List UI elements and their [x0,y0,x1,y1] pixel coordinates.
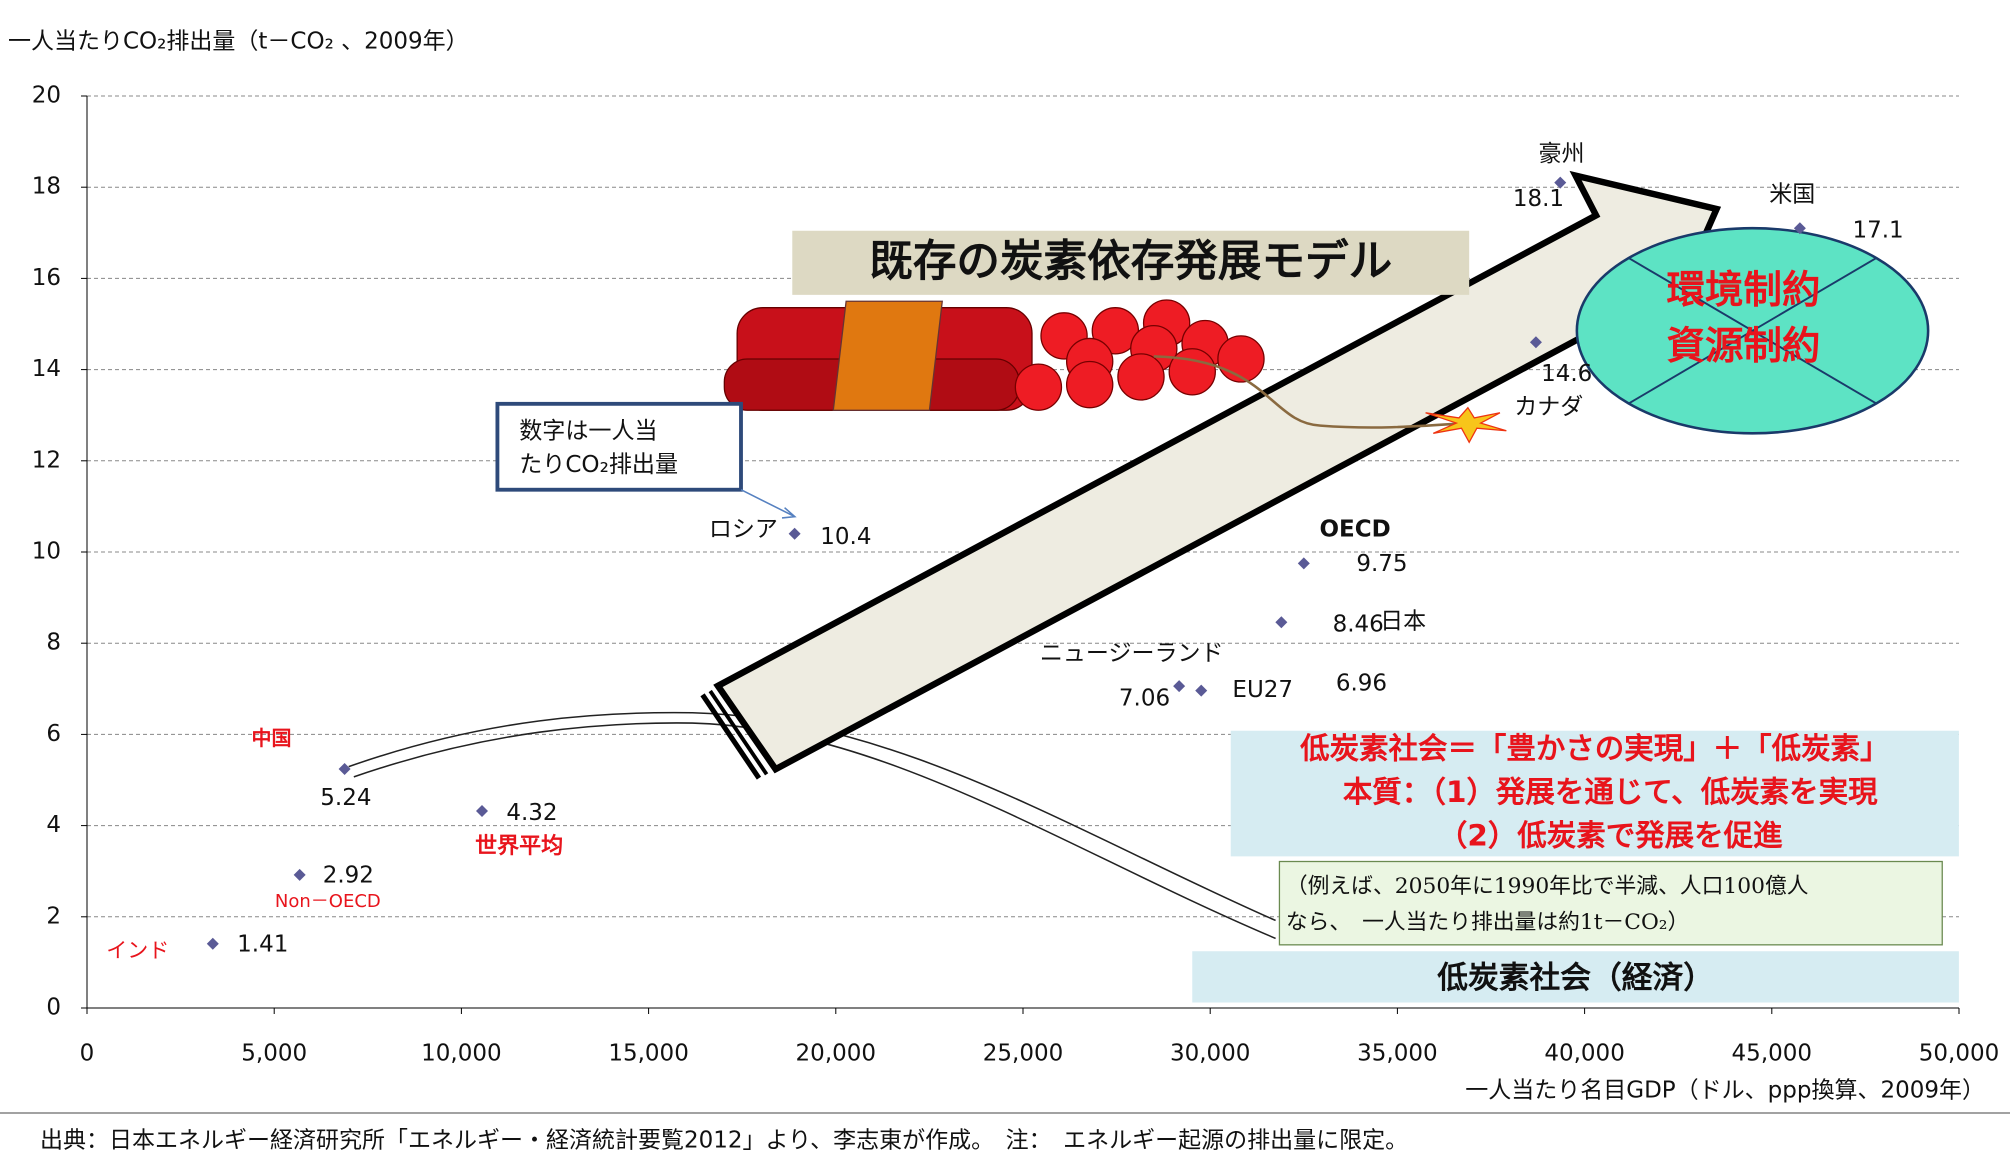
value-label: 10.4 [820,524,871,550]
point-name: 日本 [1380,609,1426,635]
x-tick-label: 40,000 [1544,1041,1624,1067]
point [1275,616,1288,629]
y-tick-label: 8 [46,630,61,656]
point-name: 米国 [1769,181,1815,207]
x-tick-label: 15,000 [608,1041,688,1067]
dynamite-illustration [723,299,1507,444]
goal-text: 低炭素社会（経済） [1436,960,1714,996]
value-label: 2.92 [323,863,374,889]
arrow-tail [708,689,769,776]
point-name: 豪州 [1539,141,1585,167]
point [1793,222,1806,235]
x-tick-label: 25,000 [983,1041,1063,1067]
goal-box [1192,951,1959,1003]
example-text: （例えば、2050年に1990年比で半減、人口100億人 [1286,874,1809,899]
y-axis-title: 一人当たりCO₂排出量（t－CO₂ 、2009年） [8,29,469,55]
note-box [495,401,743,492]
x-tick-label: 10,000 [421,1041,501,1067]
note-arrow [740,489,797,519]
point [788,527,801,540]
model-label-box [792,230,1470,295]
ellipse-line [1627,256,1878,405]
summary-text: 本質：（1）発展を通じて、低炭素を実現 [1343,775,1878,809]
summary-text: （2）低炭素で発展を促進 [1438,819,1783,853]
value-label: 1.41 [237,931,288,957]
x-tick-label: 20,000 [796,1041,876,1067]
note-text: たりCO₂排出量 [519,452,678,478]
annotations: 既存の炭素依存発展モデル 環境制約 資源制約 数字は一人当 たりCO₂排出量 低… [348,170,1959,1003]
y-tick-label: 0 [46,995,61,1021]
value-label: 5.24 [320,785,371,811]
point-name: 世界平均 [475,833,563,859]
point-name: EU27 [1232,677,1293,703]
point [1297,557,1310,570]
value-label: 18.1 [1513,186,1564,212]
example-box [1278,860,1943,946]
y-tick-label: 4 [46,812,61,838]
curve-arrow [353,722,1276,940]
value-label: 9.75 [1356,551,1407,577]
y-tick-label: 18 [32,174,61,200]
point [475,805,488,818]
point [1173,680,1186,693]
point-name: OECD [1319,517,1390,543]
x-tick-label: 30,000 [1170,1041,1250,1067]
y-tick-label: 20 [32,83,61,109]
value-label: 17.1 [1852,217,1903,243]
x-tick-label: 50,000 [1919,1041,1999,1067]
point-name: カナダ [1514,394,1583,420]
note-text: 数字は一人当 [519,419,657,445]
point-name: インド [106,938,169,962]
value-label: 8.46 [1333,611,1384,637]
point-name: ロシア [709,516,778,542]
plot-area: 0 2 4 6 8 10 12 14 16 18 20 0 5,000 10,000 15,000 20,00… [32,83,2000,1067]
y-tick-label: 12 [32,447,61,473]
example-text: なら、 一人当たり排出量は約1t－CO₂） [1286,910,1689,935]
model-label: 既存の炭素依存発展モデル [869,237,1392,287]
source-note: 出典：日本エネルギー経済研究所「エネルギー・経済統計要覧2012」より、李志東が… [40,1128,1408,1154]
value-label: 6.96 [1336,671,1387,697]
y-tick-label: 10 [32,539,61,565]
x-tick-label: 5,000 [241,1041,307,1067]
y-tick-label: 6 [46,721,61,747]
point-name: 中国 [252,726,292,750]
point-name: ニュージーランド [1040,641,1224,667]
value-label: 7.06 [1119,685,1170,711]
value-label: 14.6 [1541,361,1592,387]
y-tick-label: 2 [46,903,61,929]
point [338,763,351,776]
y-tick-label: 16 [32,265,61,291]
point [1554,176,1567,189]
arrow-tail [700,693,762,780]
y-tick-label: 14 [32,356,61,382]
point [1529,336,1542,349]
summary-text: 低炭素社会＝「豊かさの実現」＋「低炭素」 [1299,731,1889,765]
value-label: 4.32 [506,800,557,826]
point [206,937,219,950]
constraint-label: 資源制約 [1667,324,1821,369]
x-tick-label: 35,000 [1357,1041,1437,1067]
summary-box [1230,730,1959,857]
point-name: Non－OECD [275,891,381,912]
x-tick-label: 0 [80,1041,95,1067]
x-tick-label: 45,000 [1732,1041,1812,1067]
point [293,868,306,881]
x-axis-title: 一人当たり名目GDP（ドル、ppp換算、2009年） [1465,1078,1985,1104]
point [1195,684,1208,697]
constraint-label: 環境制約 [1667,268,1821,313]
